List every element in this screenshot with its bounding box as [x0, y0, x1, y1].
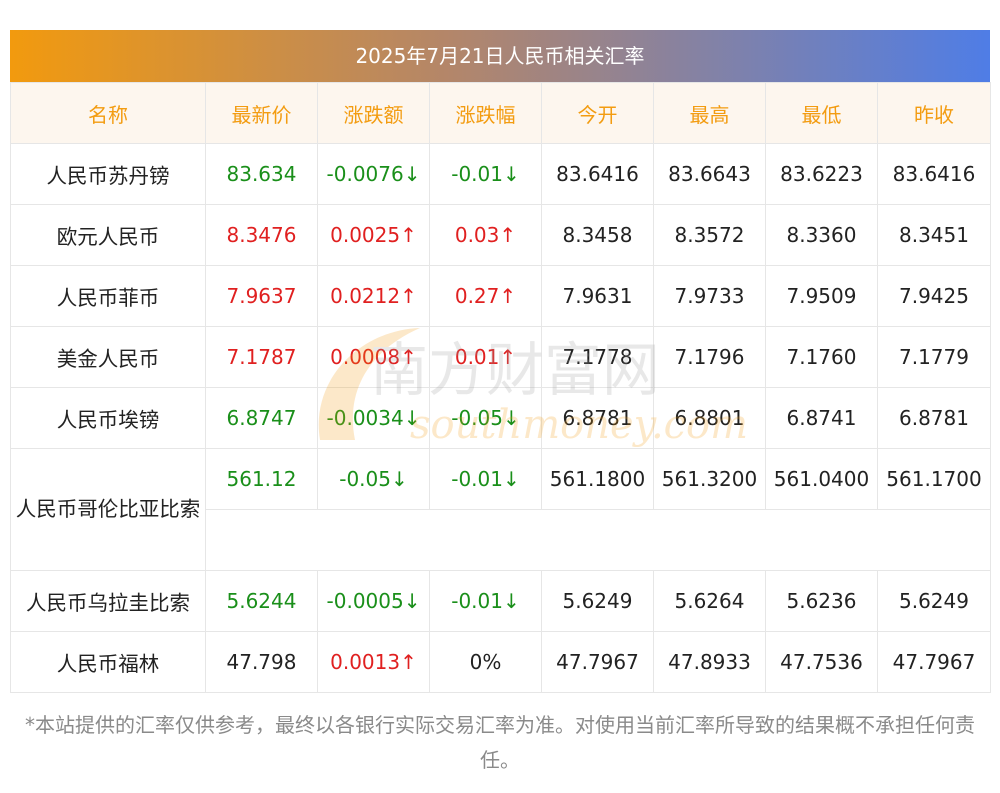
row-high: 561.3200	[653, 448, 766, 510]
table-row: 人民币乌拉圭比索 5.6244 -0.0005↓ -0.01↓ 5.6249 5…	[10, 570, 991, 632]
header-prev-close: 昨收	[877, 82, 991, 144]
row-change-pct: -0.05↓	[429, 387, 542, 449]
row-change: -0.0005↓	[317, 570, 430, 632]
row-latest: 6.8747	[205, 387, 318, 449]
row-name: 人民币苏丹镑	[10, 143, 206, 205]
header-change: 涨跌额	[317, 82, 430, 144]
row-latest: 7.9637	[205, 265, 318, 327]
table-title: 2025年7月21日人民币相关汇率	[10, 30, 990, 82]
row-change-pct: 0.27↑	[429, 265, 542, 327]
header-low: 最低	[765, 82, 878, 144]
row-spacer-cell	[205, 509, 991, 571]
table-row: 人民币福林 47.798 0.0013↑ 0% 47.7967 47.8933 …	[10, 631, 991, 693]
row-name: 美金人民币	[10, 326, 206, 388]
header-high: 最高	[653, 82, 766, 144]
row-latest: 83.634	[205, 143, 318, 205]
row-change-pct: -0.01↓	[429, 143, 542, 205]
row-high: 7.1796	[653, 326, 766, 388]
table-row: 人民币苏丹镑 83.634 -0.0076↓ -0.01↓ 83.6416 83…	[10, 143, 991, 205]
row-name: 人民币哥伦比亚比索	[10, 448, 206, 571]
row-prev-close: 7.1779	[877, 326, 991, 388]
row-change-pct: 0.03↑	[429, 204, 542, 266]
exchange-rate-table: 名称 最新价 涨跌额 涨跌幅 今开 最高 最低 昨收 人民币苏丹镑 83.634…	[10, 82, 991, 693]
table-row: 欧元人民币 8.3476 0.0025↑ 0.03↑ 8.3458 8.3572…	[10, 204, 991, 266]
row-prev-close: 47.7967	[877, 631, 991, 693]
row-name: 人民币福林	[10, 631, 206, 693]
header-change-pct: 涨跌幅	[429, 82, 542, 144]
row-prev-close: 6.8781	[877, 387, 991, 449]
row-low: 83.6223	[765, 143, 878, 205]
row-open: 561.1800	[541, 448, 654, 510]
row-latest: 7.1787	[205, 326, 318, 388]
row-change: -0.0034↓	[317, 387, 430, 449]
row-prev-close: 7.9425	[877, 265, 991, 327]
row-open: 83.6416	[541, 143, 654, 205]
row-change: 0.0025↑	[317, 204, 430, 266]
row-name: 欧元人民币	[10, 204, 206, 266]
row-high: 5.6264	[653, 570, 766, 632]
row-low: 561.0400	[765, 448, 878, 510]
row-prev-close: 561.1700	[877, 448, 991, 510]
row-open: 7.9631	[541, 265, 654, 327]
row-open: 5.6249	[541, 570, 654, 632]
row-change: -0.05↓	[317, 448, 430, 510]
row-prev-close: 5.6249	[877, 570, 991, 632]
row-open: 8.3458	[541, 204, 654, 266]
table-row-spacer	[11, 509, 991, 571]
row-low: 6.8741	[765, 387, 878, 449]
row-change-pct: 0.01↑	[429, 326, 542, 388]
row-high: 7.9733	[653, 265, 766, 327]
table-row: 美金人民币 7.1787 0.0008↑ 0.01↑ 7.1778 7.1796…	[10, 326, 991, 388]
row-low: 7.1760	[765, 326, 878, 388]
row-low: 5.6236	[765, 570, 878, 632]
row-prev-close: 83.6416	[877, 143, 991, 205]
row-high: 83.6643	[653, 143, 766, 205]
row-latest: 8.3476	[205, 204, 318, 266]
row-change: 0.0008↑	[317, 326, 430, 388]
row-change: 0.0212↑	[317, 265, 430, 327]
row-change-pct: 0%	[429, 631, 542, 693]
row-name: 人民币菲币	[10, 265, 206, 327]
row-change: 0.0013↑	[317, 631, 430, 693]
row-latest: 47.798	[205, 631, 318, 693]
row-change: -0.0076↓	[317, 143, 430, 205]
row-open: 6.8781	[541, 387, 654, 449]
table-row: 人民币菲币 7.9637 0.0212↑ 0.27↑ 7.9631 7.9733…	[10, 265, 991, 327]
row-name: 人民币乌拉圭比索	[10, 570, 206, 632]
row-prev-close: 8.3451	[877, 204, 991, 266]
row-open: 7.1778	[541, 326, 654, 388]
row-low: 8.3360	[765, 204, 878, 266]
row-change-pct: -0.01↓	[429, 570, 542, 632]
disclaimer: *本站提供的汇率仅供参考，最终以各银行实际交易汇率为准。对使用当前汇率所导致的结…	[25, 713, 975, 772]
header-name: 名称	[10, 82, 206, 144]
row-high: 8.3572	[653, 204, 766, 266]
row-name: 人民币埃镑	[10, 387, 206, 449]
row-latest: 561.12	[205, 448, 318, 510]
row-change-pct: -0.01↓	[429, 448, 542, 510]
table-row: 人民币哥伦比亚比索 561.12 -0.05↓ -0.01↓ 561.1800 …	[10, 448, 991, 571]
row-high: 47.8933	[653, 631, 766, 693]
table-row: 人民币埃镑 6.8747 -0.0034↓ -0.05↓ 6.8781 6.88…	[10, 387, 991, 449]
row-high: 6.8801	[653, 387, 766, 449]
row-low: 47.7536	[765, 631, 878, 693]
row-open: 47.7967	[541, 631, 654, 693]
header-latest: 最新价	[205, 82, 318, 144]
header-open: 今开	[541, 82, 654, 144]
row-low: 7.9509	[765, 265, 878, 327]
table-header-row: 名称 最新价 涨跌额 涨跌幅 今开 最高 最低 昨收	[10, 82, 991, 144]
row-latest: 5.6244	[205, 570, 318, 632]
